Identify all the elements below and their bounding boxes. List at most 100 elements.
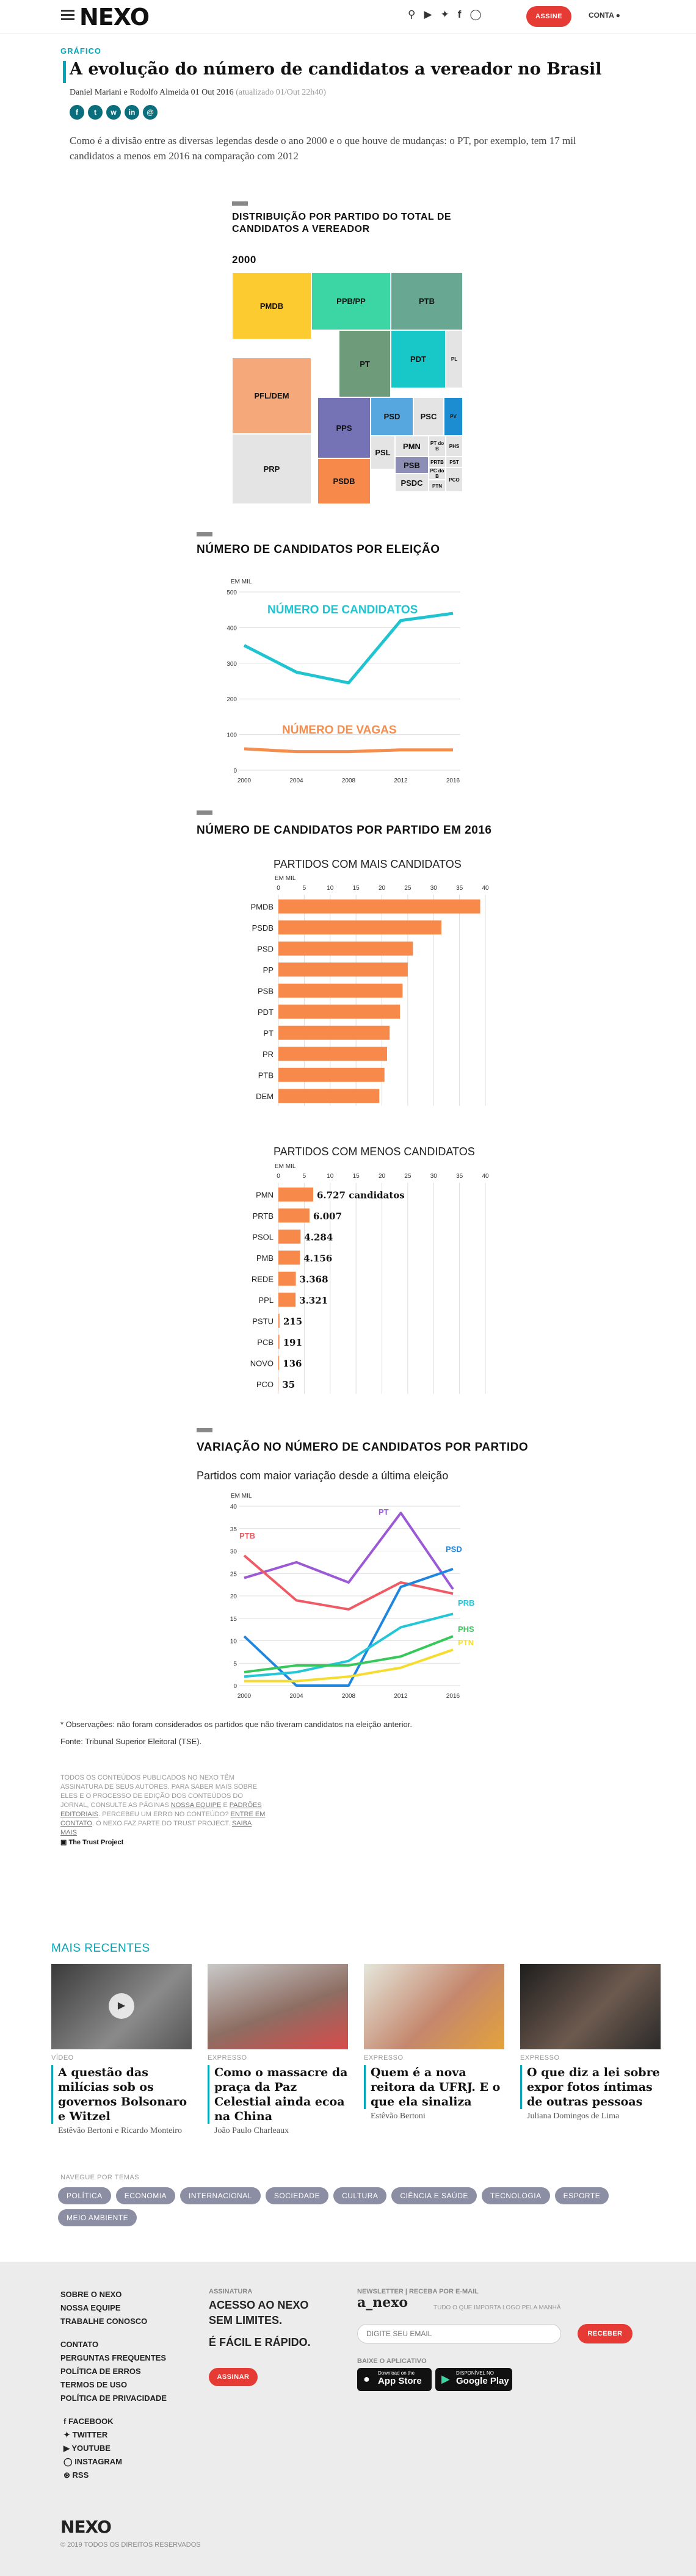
recent-image: ▶ <box>51 1964 192 2049</box>
footer-links-about: SOBRE O NEXO NOSSA EQUIPE TRABALHE CONOS… <box>60 2289 147 2329</box>
site-logo[interactable]: NEXO <box>79 4 150 31</box>
y-tick-label: 40 <box>230 1504 237 1510</box>
bar <box>278 1005 401 1019</box>
x-tick-label: 15 <box>353 1173 360 1180</box>
recent-headline[interactable]: Quem é a nova reitora da UFRJ. E o que e… <box>364 2065 504 2109</box>
recent-card[interactable]: EXPRESSO Como o massacre da praça da Paz… <box>208 1964 348 2136</box>
footer-link[interactable]: POLÍTICA DE ERROS <box>60 2367 141 2376</box>
footer-link[interactable]: SOBRE O NEXO <box>60 2290 122 2299</box>
copyright: © 2019 TODOS OS DIREITOS RESERVADOS <box>60 2541 201 2549</box>
twitter-icon[interactable]: ✦ <box>440 9 449 20</box>
topic-tag[interactable]: CIÊNCIA E SAÚDE <box>391 2187 477 2204</box>
menu-icon[interactable] <box>61 10 74 21</box>
account-link[interactable]: CONTA ● <box>589 11 620 20</box>
twitter-link[interactable]: ✦ TWITTER <box>63 2429 122 2441</box>
topic-tag[interactable]: MEIO AMBIENTE <box>58 2209 137 2226</box>
recent-headline[interactable]: O que diz a lei sobre expor fotos íntima… <box>520 2065 661 2109</box>
topic-tag[interactable]: POLÍTICA <box>58 2187 111 2204</box>
facebook-share-icon[interactable]: f <box>70 105 84 120</box>
recent-card[interactable]: EXPRESSO Quem é a nova reitora da UFRJ. … <box>364 1964 504 2121</box>
team-link[interactable]: Nossa equipe <box>170 1802 222 1809</box>
article-title: A evolução do número de candidatos a ver… <box>70 60 602 79</box>
youtube-link[interactable]: ▶ YOUTUBE <box>63 2442 122 2454</box>
whatsapp-share-icon[interactable]: w <box>106 105 121 120</box>
standards-link[interactable]: Padrões editoriais <box>60 1802 262 1818</box>
footer-link[interactable]: TRABALHE CONOSCO <box>60 2317 148 2326</box>
instagram-icon[interactable]: ◯ <box>469 9 482 20</box>
recent-card[interactable]: EXPRESSO O que diz a lei sobre expor fot… <box>520 1964 661 2121</box>
disclaimer-end: . O Nexo faz parte do Trust Project. <box>92 1820 232 1827</box>
y-tick-label: 25 <box>230 1571 237 1578</box>
footer-link[interactable]: NOSSA EQUIPE <box>60 2303 121 2312</box>
contact-link[interactable]: Entre em contato <box>60 1811 266 1827</box>
y-tick-label: 100 <box>227 732 237 739</box>
twitter-share-icon[interactable]: t <box>88 105 103 120</box>
subscribe-button[interactable]: ASSINE <box>526 6 571 27</box>
footer-link[interactable]: TERMOS DE USO <box>60 2380 128 2389</box>
bar <box>278 1355 280 1370</box>
treemap-cell: PV <box>444 397 463 436</box>
footer-logo[interactable]: NEXO <box>60 2517 112 2537</box>
recent-card[interactable]: ▶ VÍDEO A questão das milícias sob os go… <box>51 1964 192 2136</box>
x-tick-label: 2012 <box>394 1693 408 1700</box>
topic-tag[interactable]: SOCIEDADE <box>265 2187 329 2204</box>
treemap-cell: PHS <box>446 436 463 456</box>
chart-note: * Observações: não foram considerados os… <box>60 1720 412 1729</box>
x-tick-label: 30 <box>430 1173 438 1180</box>
rss-link[interactable]: ⊛ RSS <box>63 2469 122 2481</box>
bar <box>278 1229 301 1244</box>
facebook-icon[interactable]: f <box>457 9 462 20</box>
category-label: PSD <box>257 944 274 953</box>
x-tick-label: 40 <box>482 1173 489 1180</box>
trust-text: The Trust Project <box>68 1839 124 1846</box>
variation-line-chart: EM MIL 0 5 10 15 20 25 30 35 40 2000 2004 2008 2012 20… <box>230 1493 475 1700</box>
app-label: BAIXE O APLICATIVO <box>357 2358 427 2365</box>
bar <box>278 1187 314 1202</box>
category-label: PR <box>263 1050 274 1059</box>
trust-link[interactable]: Saiba mais <box>60 1820 252 1836</box>
bar-value-label: 191 <box>283 1337 302 1348</box>
bar <box>278 1208 310 1223</box>
topic-tag[interactable]: ESPORTE <box>554 2187 609 2204</box>
series-line <box>244 1648 454 1683</box>
facebook-link[interactable]: f FACEBOOK <box>63 2415 122 2427</box>
chart2-subtitle: PARTIDOS COM MAIS CANDIDATOS <box>274 858 462 870</box>
x-tick-label: 40 <box>482 885 489 892</box>
email-share-icon[interactable]: @ <box>143 105 158 120</box>
instagram-link[interactable]: ◯ INSTAGRAM <box>63 2456 122 2467</box>
topic-tag[interactable]: CULTURA <box>333 2187 387 2204</box>
chart4-title: VARIAÇÃO NO NÚMERO DE CANDIDATOS POR PAR… <box>197 1441 529 1454</box>
subscribe-footer-button[interactable]: ASSINAR <box>209 2368 258 2386</box>
treemap-cell: PSD <box>371 397 413 436</box>
recent-kind: EXPRESSO <box>208 2054 247 2062</box>
newsletter-submit-button[interactable]: RECEBER <box>578 2324 633 2343</box>
series-line <box>244 1612 454 1678</box>
google-play-button[interactable]: ▶ DISPONÍVEL NO Google Play <box>435 2368 512 2391</box>
linkedin-share-icon[interactable]: in <box>125 105 139 120</box>
youtube-icon[interactable]: ▶ <box>424 9 432 20</box>
category-label: PMB <box>256 1254 274 1263</box>
series-line <box>243 1554 454 1611</box>
topic-tag[interactable]: TECNOLOGIA <box>481 2187 550 2204</box>
trust-project-logo[interactable]: ▣ The Trust Project <box>60 1838 123 1846</box>
footer-link[interactable]: POLÍTICA DE PRIVACIDADE <box>60 2394 167 2403</box>
bar <box>278 983 403 998</box>
footer-link[interactable]: PERGUNTAS FREQUENTES <box>60 2353 167 2362</box>
bar-value-label: 3.321 <box>299 1295 328 1306</box>
footer-social: f FACEBOOK ✦ TWITTER ▶ YOUTUBE ◯ INSTAGR… <box>63 2415 122 2483</box>
x-tick-label: 0 <box>277 885 280 892</box>
recent-author: Estêvão Bertoni <box>371 2112 426 2121</box>
recent-headline[interactable]: A questão das milícias sob os governos B… <box>51 2065 192 2124</box>
treemap-cell: PT do B <box>429 436 446 456</box>
treemap-year: 2000 <box>232 254 256 265</box>
topic-tag[interactable]: ECONOMIA <box>115 2187 176 2204</box>
app-store-button[interactable]: ● Download on the App Store <box>357 2368 432 2391</box>
gplay-small-text: DISPONÍVEL NO <box>456 2370 494 2376</box>
email-field[interactable] <box>357 2324 561 2343</box>
recent-image <box>364 1964 504 2049</box>
recent-headline[interactable]: Como o massacre da praça da Paz Celestia… <box>208 2065 348 2124</box>
topic-tag[interactable]: INTERNACIONAL <box>180 2187 261 2204</box>
recent-author: Juliana Domingos de Lima <box>527 2112 620 2121</box>
footer-link[interactable]: CONTATO <box>60 2340 99 2349</box>
search-icon[interactable]: ⚲ <box>408 9 416 20</box>
